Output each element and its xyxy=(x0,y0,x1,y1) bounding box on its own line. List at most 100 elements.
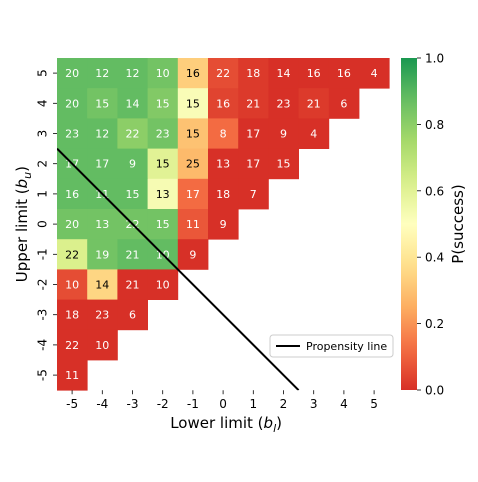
heatmap-cell-label: 10 xyxy=(156,67,170,80)
heatmap-cell: 4 xyxy=(298,118,330,149)
heatmap-cell-label: 17 xyxy=(246,158,260,171)
heatmap-cell: 9 xyxy=(208,209,239,240)
heatmap-cell-rect xyxy=(268,118,299,149)
heatmap-cell-rect xyxy=(87,329,118,361)
heatmap-cell-rect xyxy=(57,58,88,89)
heatmap-cell-label: 10 xyxy=(156,279,170,292)
heatmap-cell: 16 xyxy=(298,58,330,89)
heatmap-cell: 25 xyxy=(177,148,209,180)
heatmap-cell: 14 xyxy=(117,88,148,119)
heatmap-cell: 9 xyxy=(177,239,209,270)
heatmap-cell-label: 16 xyxy=(307,67,321,80)
heatmap-cell-label: 23 xyxy=(65,128,79,141)
heatmap-cell-rect xyxy=(117,88,148,119)
y-tick-label: 0 xyxy=(36,220,50,228)
heatmap-cell-label: 15 xyxy=(156,97,170,110)
colorbar-tick-label: 0.6 xyxy=(425,184,444,198)
legend: Propensity line xyxy=(269,334,394,358)
heatmap-cell: 9 xyxy=(268,118,299,149)
heatmap-cell: 13 xyxy=(208,148,239,180)
legend-label: Propensity line xyxy=(306,340,387,353)
heatmap-cell-label: 9 xyxy=(280,128,287,141)
heatmap-cell-label: 15 xyxy=(126,188,140,201)
heatmap-cell: 7 xyxy=(238,178,269,210)
heatmap-cell: 23 xyxy=(268,88,299,119)
heatmap-cell-rect xyxy=(238,58,269,89)
heatmap-cell-label: 12 xyxy=(95,67,109,80)
heatmap-cell-label: 21 xyxy=(126,248,140,261)
heatmap-cell: 15 xyxy=(268,148,299,180)
heatmap-cell: 15 xyxy=(147,209,179,240)
heatmap-cell: 17 xyxy=(87,148,118,180)
heatmap-cell: 13 xyxy=(87,209,118,240)
heatmap-cell-rect xyxy=(117,269,148,300)
heatmap-cell-rect xyxy=(57,299,88,331)
heatmap-cell: 16 xyxy=(208,88,239,119)
heatmap-cell-label: 21 xyxy=(307,97,321,110)
heatmap-cell: 15 xyxy=(87,88,118,119)
heatmap-cell-rect xyxy=(57,88,88,119)
heatmap-cell-rect xyxy=(87,58,118,89)
y-tick-label: -5 xyxy=(36,369,50,381)
heatmap-cell-rect xyxy=(238,118,269,149)
heatmap-cell-rect xyxy=(298,118,330,149)
heatmap-cell: 11 xyxy=(177,209,209,240)
heatmap-cell-label: 22 xyxy=(216,67,230,80)
heatmap-cell-rect xyxy=(87,239,118,270)
heatmap-cell: 17 xyxy=(238,118,269,149)
colorbar-gradient xyxy=(401,58,417,390)
heatmap-cell-label: 18 xyxy=(216,188,230,201)
heatmap-cell-label: 14 xyxy=(277,67,291,80)
y-axis-title: Upper limit (bu) xyxy=(13,166,34,282)
heatmap-cell-rect xyxy=(298,58,330,89)
heatmap-cell-label: 22 xyxy=(126,128,140,141)
heatmap-cell-label: 17 xyxy=(246,128,260,141)
x-tick-label: -5 xyxy=(66,397,78,411)
heatmap-cell-rect xyxy=(57,360,88,391)
heatmap-cell: 20 xyxy=(57,209,88,240)
heatmap-cell: 9 xyxy=(117,148,148,180)
heatmap-cell-rect xyxy=(147,88,179,119)
x-tick-label: 2 xyxy=(280,397,288,411)
colorbar-tick-label: 0.4 xyxy=(425,251,444,265)
heatmap-cell: 22 xyxy=(117,118,148,149)
heatmap-cell-label: 4 xyxy=(371,67,378,80)
heatmap-cell-label: 15 xyxy=(95,97,109,110)
heatmap-cell-rect xyxy=(238,88,269,119)
x-tick-label: 0 xyxy=(219,397,227,411)
heatmap-cell: 21 xyxy=(117,239,148,270)
heatmap-cell: 15 xyxy=(147,148,179,180)
heatmap-cell-rect xyxy=(87,269,118,300)
heatmap-cell-rect xyxy=(147,118,179,149)
heatmap-cell-label: 11 xyxy=(65,369,79,382)
heatmap-cell: 10 xyxy=(147,269,179,300)
heatmap-cell-rect xyxy=(208,209,239,240)
heatmap-cell-label: 19 xyxy=(95,248,109,261)
heatmap-cell-rect xyxy=(177,88,209,119)
heatmap-cell-rect xyxy=(57,269,88,300)
heatmap-cell-label: 25 xyxy=(186,158,200,171)
heatmap-cell-rect xyxy=(87,88,118,119)
heatmap-cell: 16 xyxy=(57,178,88,210)
heatmap-cell: 22 xyxy=(57,329,88,361)
heatmap-cell-rect xyxy=(117,118,148,149)
heatmap-cell-label: 15 xyxy=(186,128,200,141)
heatmap-cell-rect xyxy=(147,269,179,300)
heatmap-cell-rect xyxy=(177,209,209,240)
heatmap-cell-rect xyxy=(268,88,299,119)
y-axis: 5 4 3 2 1 0 -1 -2 -3 -4 -5 xyxy=(36,69,57,381)
heatmap-cell-label: 18 xyxy=(246,67,260,80)
y-tick-label: 1 xyxy=(36,190,50,198)
heatmap-cell-rect xyxy=(57,209,88,240)
heatmap-cell: 22 xyxy=(57,239,88,270)
colorbar: 0.0 0.2 0.4 0.6 0.8 1.0 P(success) xyxy=(401,52,467,398)
x-axis: -5 -4 -3 -2 -1 0 1 2 3 4 5 xyxy=(66,390,378,411)
heatmap-cell-label: 10 xyxy=(95,339,109,352)
y-tick-label: -4 xyxy=(36,339,50,351)
colorbar-tick-label: 1.0 xyxy=(425,52,444,66)
heatmap-cell-rect xyxy=(298,88,330,119)
heatmap-cell-rect xyxy=(87,118,118,149)
heatmap-cell-label: 21 xyxy=(246,97,260,110)
